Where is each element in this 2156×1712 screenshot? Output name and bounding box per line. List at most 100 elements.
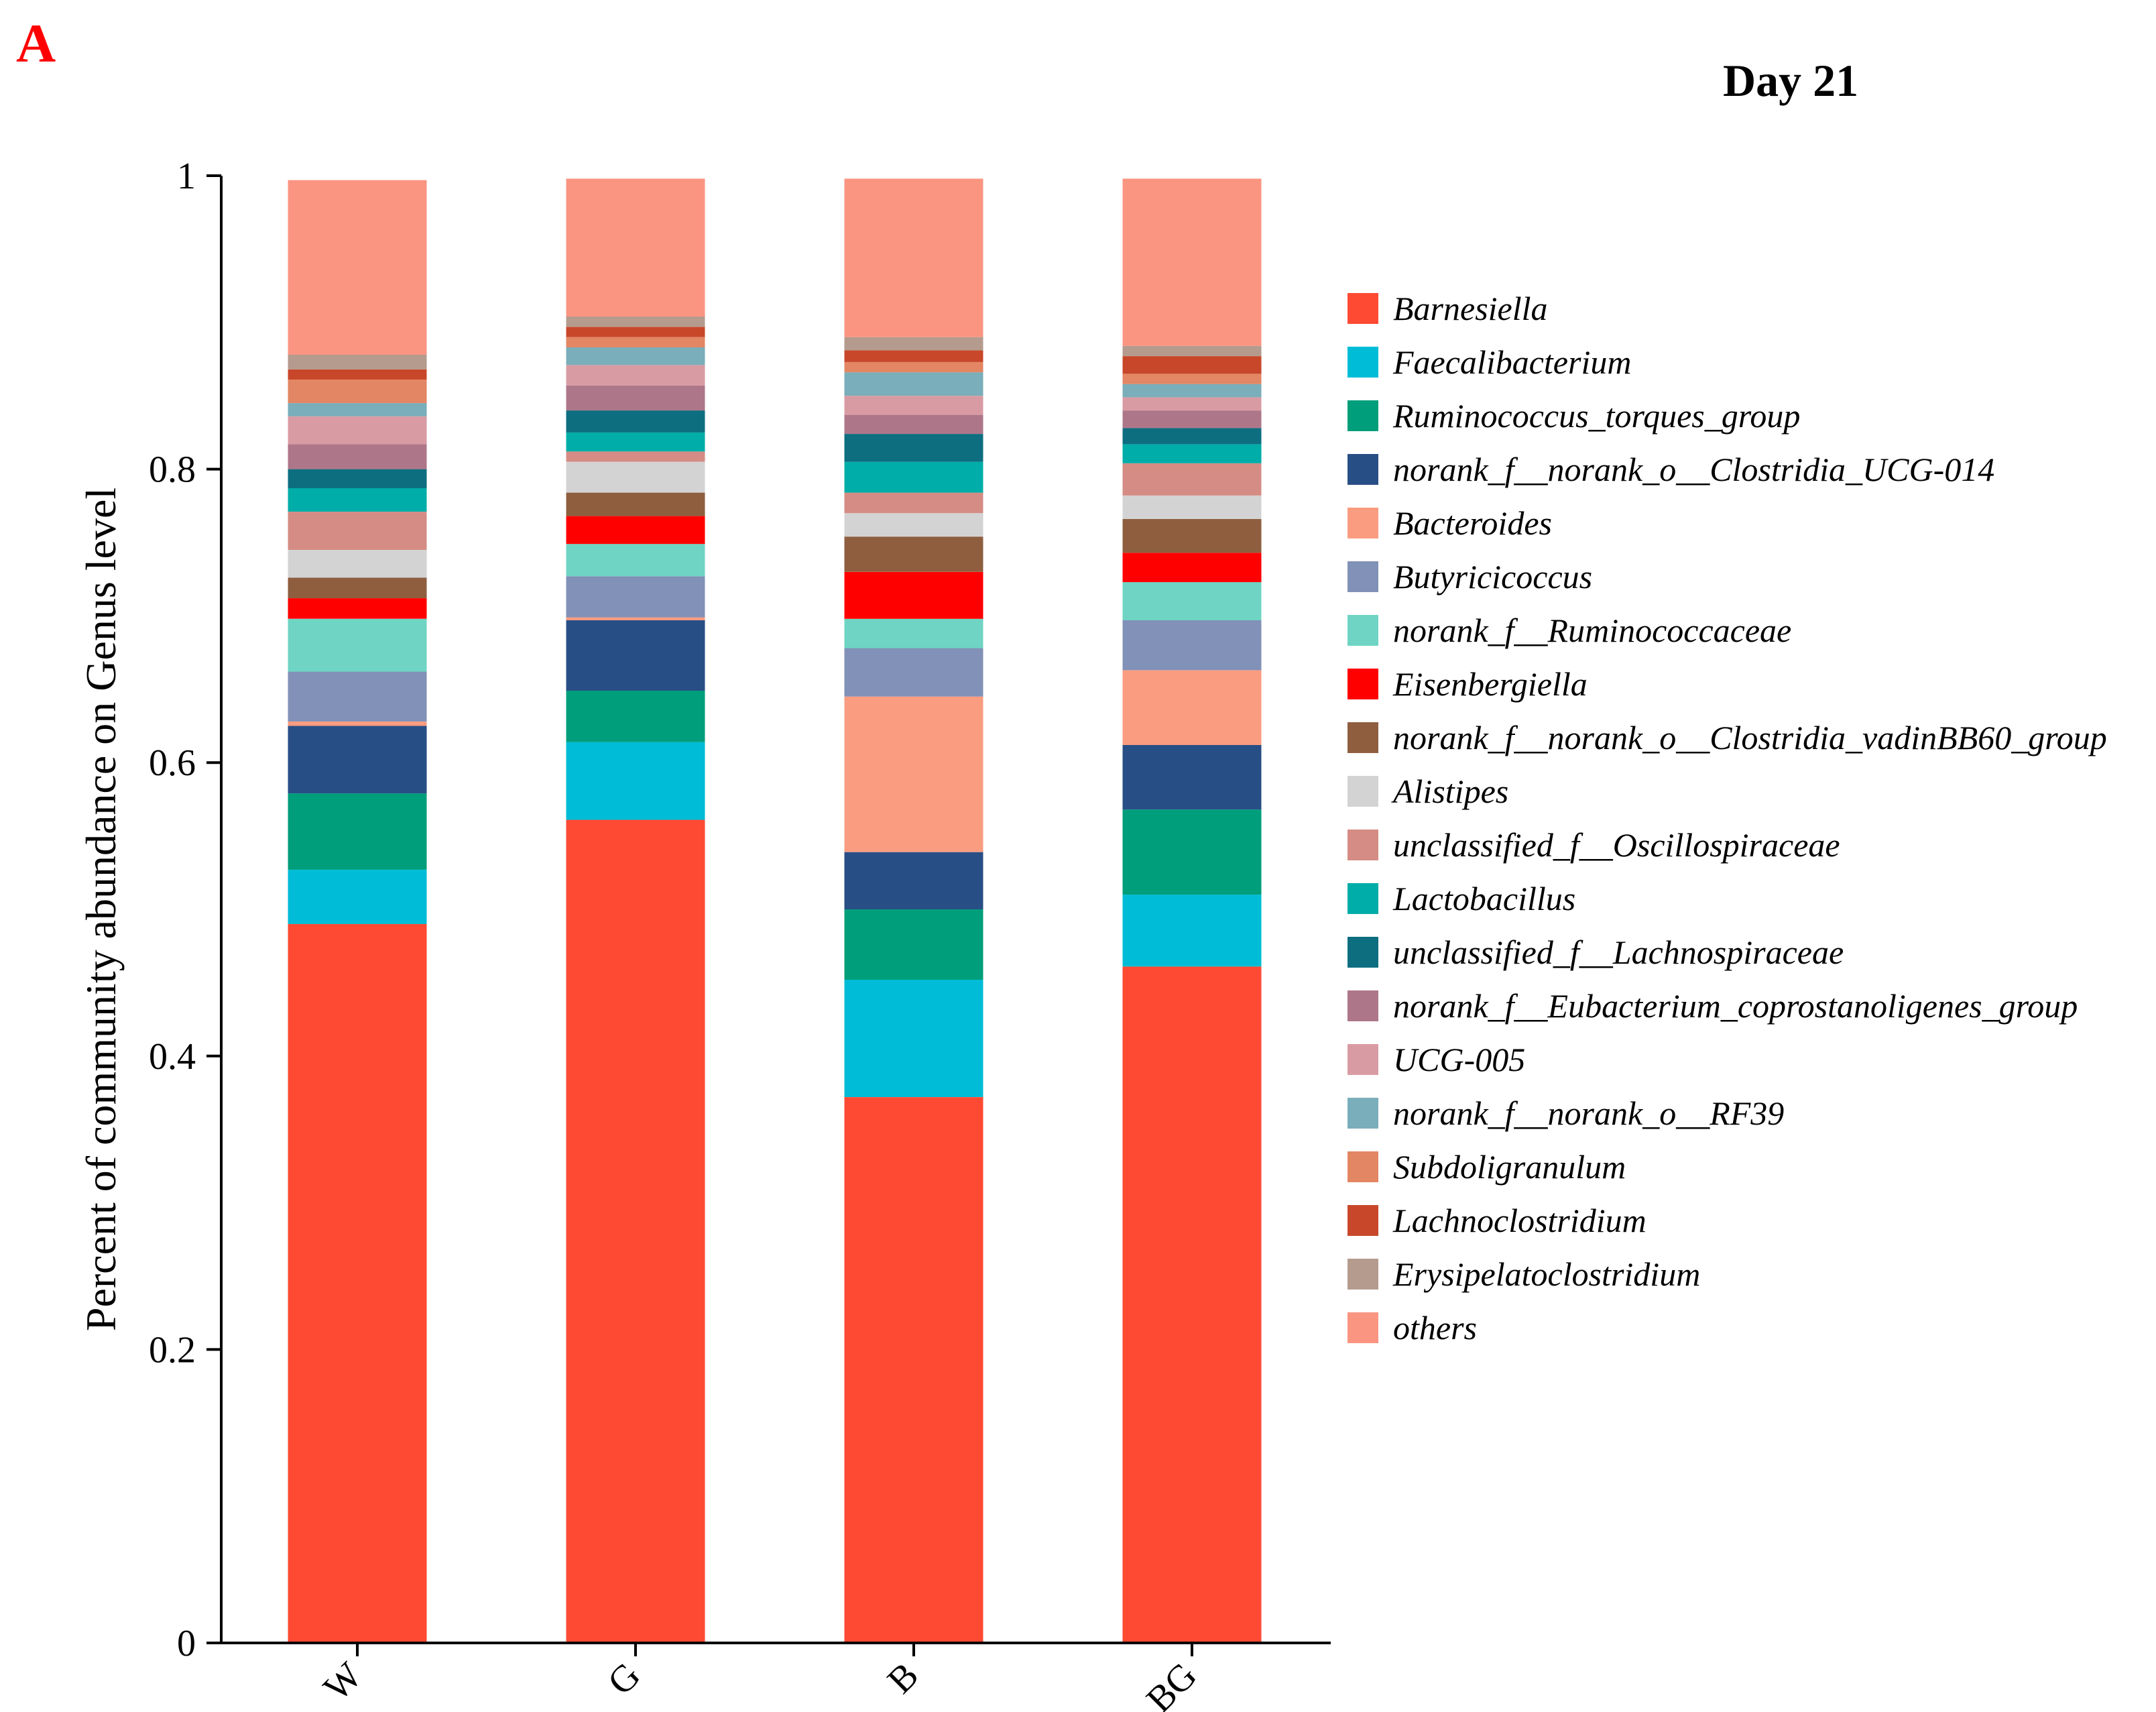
- bar-segment-w-18: [288, 354, 427, 369]
- bar-segment-g-8: [566, 492, 705, 516]
- legend-swatch: [1348, 669, 1378, 699]
- legend-label: Bacteroides: [1393, 504, 1552, 542]
- x-tick-label-w: W: [316, 1654, 370, 1709]
- bar-segment-b-9: [844, 513, 983, 537]
- bar-segment-g-15: [566, 347, 705, 365]
- bar-segment-b-0: [844, 1097, 983, 1643]
- legend-swatch: [1348, 400, 1378, 431]
- legend-label: Butyricicoccus: [1393, 558, 1593, 595]
- legend-label: unclassified_f__Lachnospiraceae: [1393, 933, 1844, 971]
- legend-label: norank_f__Ruminococcaceae: [1393, 612, 1792, 649]
- legend-swatch: [1348, 1205, 1378, 1236]
- legend-item: Barnesiella: [1348, 288, 1548, 329]
- legend-label: Lachnoclostridium: [1393, 1202, 1646, 1239]
- bar-segment-w-13: [288, 444, 427, 469]
- legend-swatch: [1348, 937, 1378, 968]
- legend-item: Bacteroides: [1348, 503, 1552, 543]
- legend-label: UCG-005: [1393, 1041, 1526, 1078]
- bar-segment-g-13: [566, 385, 705, 411]
- legend-item: norank_f__Ruminococcaceae: [1348, 610, 1791, 650]
- bar-segment-b-8: [844, 536, 983, 572]
- legend-item: norank_f__norank_o__Clostridia_UCG-014: [1348, 449, 1994, 490]
- legend-label: norank_f__Eubacterium_coprostanoligenes_…: [1393, 987, 2078, 1025]
- legend-label: Eisenbergiella: [1393, 665, 1588, 703]
- bar-segment-g-5: [566, 576, 705, 618]
- legend-swatch: [1348, 1259, 1378, 1290]
- chart-title: Day 21: [1723, 55, 1859, 106]
- legend-item: Lactobacillus: [1348, 878, 1575, 919]
- legend-item: norank_f__Eubacterium_coprostanoligenes_…: [1348, 986, 2078, 1026]
- legend-item: Lachnoclostridium: [1348, 1200, 1646, 1241]
- legend-item: unclassified_f__Oscillospiraceae: [1348, 825, 1840, 865]
- legend-label: norank_f__norank_o__Clostridia_vadinBB60…: [1393, 719, 2107, 756]
- bar-segment-g-19: [566, 178, 705, 317]
- bar-segment-w-11: [288, 488, 427, 512]
- bar-segment-bg-1: [1122, 895, 1262, 967]
- bar-segment-b-5: [844, 648, 983, 697]
- bar-segment-w-12: [288, 469, 427, 488]
- legend-swatch: [1348, 293, 1378, 324]
- legend-label: norank_f__norank_o__RF39: [1393, 1094, 1785, 1132]
- bar-segment-b-6: [844, 618, 983, 648]
- legend-item: unclassified_f__Lachnospiraceae: [1348, 932, 1844, 972]
- legend-label: Barnesiella: [1393, 290, 1548, 327]
- bar-segment-w-4: [288, 721, 427, 726]
- bar-segment-g-17: [566, 327, 705, 337]
- bar-segment-w-3: [288, 726, 427, 794]
- y-tick-label: 1: [177, 156, 196, 197]
- bar-segment-b-12: [844, 434, 983, 462]
- legend-swatch: [1348, 883, 1378, 914]
- legend-label: Erysipelatoclostridium: [1393, 1255, 1701, 1293]
- legend-item: Erysipelatoclostridium: [1348, 1254, 1700, 1294]
- legend-item: others: [1348, 1308, 1477, 1348]
- bar-segment-bg-10: [1122, 463, 1262, 496]
- legend-label: Alistipes: [1393, 773, 1509, 810]
- y-tick-label: 0: [177, 1623, 196, 1664]
- bar-segment-g-6: [566, 544, 705, 577]
- bar-segment-bg-2: [1122, 809, 1262, 895]
- bar-segment-b-18: [844, 337, 983, 351]
- x-tick-label-g: G: [600, 1654, 648, 1703]
- legend-item: Alistipes: [1348, 771, 1508, 811]
- bar-segment-w-16: [288, 380, 427, 404]
- legend-label: others: [1393, 1309, 1477, 1347]
- bar-segment-b-4: [844, 696, 983, 852]
- bar-segment-w-0: [288, 923, 427, 1643]
- legend-item: Butyricicoccus: [1348, 557, 1592, 597]
- bar-segment-bg-5: [1122, 620, 1262, 671]
- y-tick-label: 0.8: [149, 449, 196, 491]
- bar-segment-bg-4: [1122, 670, 1262, 745]
- legend-swatch: [1348, 1151, 1378, 1182]
- legend-swatch: [1348, 347, 1378, 378]
- legend-item: norank_f__norank_o__Clostridia_vadinBB60…: [1348, 718, 2107, 758]
- bar-segment-w-10: [288, 512, 427, 550]
- bar-segment-w-5: [288, 671, 427, 722]
- legend-label: Lactobacillus: [1393, 880, 1576, 917]
- bar-segment-bg-12: [1122, 428, 1262, 445]
- legend-swatch: [1348, 1312, 1378, 1343]
- legend-swatch: [1348, 561, 1378, 592]
- bar-segment-g-0: [566, 819, 705, 1643]
- legend-swatch: [1348, 830, 1378, 860]
- bar-segment-g-2: [566, 691, 705, 742]
- legend-label: norank_f__norank_o__Clostridia_UCG-014: [1393, 451, 1995, 488]
- legend-label: unclassified_f__Oscillospiraceae: [1393, 826, 1840, 864]
- bar-segment-bg-19: [1122, 178, 1262, 346]
- bar-segment-g-11: [566, 432, 705, 452]
- bar-segment-w-1: [288, 869, 427, 924]
- bar-segment-bg-15: [1122, 384, 1262, 398]
- legend-label: Ruminococcus_torques_group: [1393, 397, 1801, 435]
- y-tick-label: 0.4: [149, 1036, 196, 1078]
- bar-segment-bg-0: [1122, 966, 1262, 1643]
- legend-swatch: [1348, 1098, 1378, 1129]
- x-tick-label-bg: BG: [1138, 1654, 1205, 1712]
- bar-segment-g-9: [566, 461, 705, 493]
- bar-segment-w-9: [288, 549, 427, 578]
- legend-item: norank_f__norank_o__RF39: [1348, 1093, 1784, 1133]
- bar-segment-g-10: [566, 451, 705, 462]
- legend-swatch: [1348, 776, 1378, 807]
- bar-segment-bg-7: [1122, 553, 1262, 583]
- legend-item: Ruminococcus_torques_group: [1348, 396, 1800, 436]
